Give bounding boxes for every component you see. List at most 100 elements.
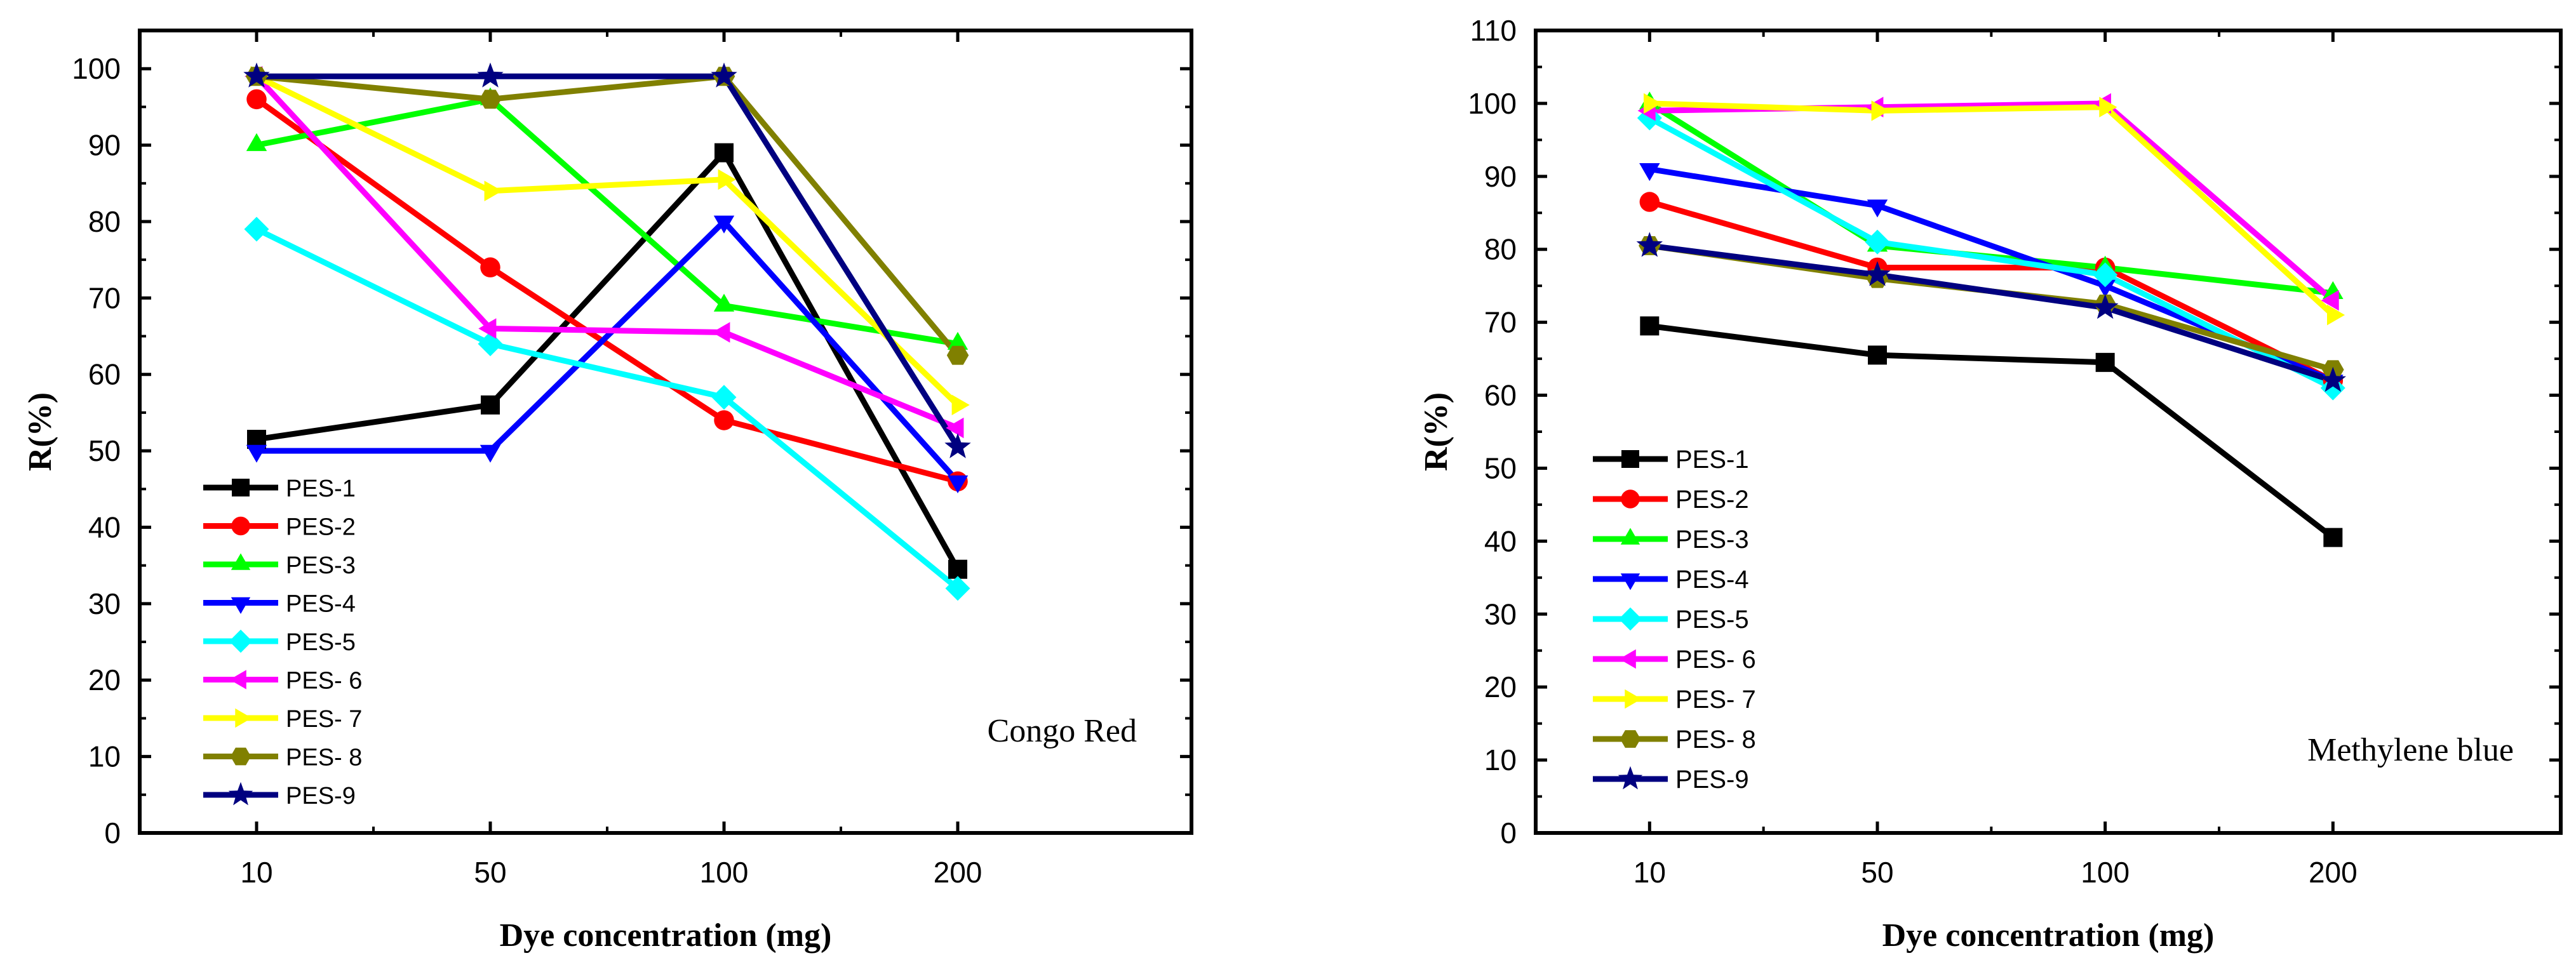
- data-point: [484, 180, 502, 201]
- data-point: [1639, 163, 1660, 182]
- series-line-pes-9: [257, 73, 960, 449]
- y-tick-label: 30: [88, 587, 121, 620]
- x-tick-label: 100: [2081, 856, 2130, 889]
- legend-marker: [1618, 766, 1643, 790]
- y-tick-label: 70: [88, 281, 121, 314]
- data-point: [1640, 316, 1660, 336]
- data-point: [945, 576, 970, 601]
- legend-item: PES-5: [203, 629, 356, 656]
- series-line-pes-1: [1649, 323, 2335, 540]
- legend-marker: [1618, 607, 1642, 631]
- legend-label: PES-9: [286, 783, 356, 809]
- data-point: [1644, 93, 1662, 114]
- legend-marker: [231, 553, 251, 570]
- legend-marker: [1625, 689, 1642, 709]
- data-point: [1636, 232, 1663, 257]
- data-point: [1871, 100, 1889, 121]
- legend-marker: [1621, 450, 1639, 468]
- series-line-pes-8: [1649, 243, 2334, 373]
- legend-item: PES-3: [1593, 526, 1749, 554]
- x-tick-label: 10: [240, 856, 272, 889]
- legend-label: PES- 6: [1675, 646, 1756, 674]
- data-point: [2327, 304, 2345, 326]
- series-line-pes-3: [1647, 101, 2333, 296]
- series-line-pes-2: [255, 96, 959, 484]
- legend-label: PES-1: [1675, 446, 1749, 474]
- legend-marker: [235, 708, 252, 728]
- data-point: [1868, 345, 1887, 365]
- data-point: [480, 257, 500, 277]
- data-point: [246, 89, 267, 110]
- series-line-pes-9: [1649, 243, 2334, 383]
- y-tick-label: 0: [1500, 816, 1517, 849]
- legend: PES-1 PES-2 PES-3 PES-4 PES-5 PES- 6 PES- 7 PES…: [1593, 446, 1756, 794]
- legend-item: PES-2: [1593, 486, 1749, 514]
- y-tick-label: 10: [1484, 743, 1517, 776]
- legend-marker: [231, 516, 250, 536]
- legend-label: PES-2: [1675, 486, 1749, 514]
- data-point: [713, 215, 735, 234]
- series-line-pes-5: [255, 226, 960, 591]
- y-axis: 0 10 20 30 40 50 60 70 80 90 100: [72, 52, 1191, 849]
- legend-item: PES-9: [203, 782, 356, 809]
- legend-label: PES-4: [286, 591, 356, 618]
- x-tick-label: 50: [474, 856, 506, 889]
- data-point: [714, 410, 734, 430]
- y-axis-title: R(%): [22, 392, 58, 471]
- x-axis-title: Dye concentration (mg): [500, 917, 832, 954]
- legend-label: PES-9: [1675, 766, 1749, 794]
- legend-item: PES- 8: [1593, 726, 1756, 754]
- series-line-pes-6: [254, 74, 959, 431]
- y-tick-label: 20: [88, 663, 121, 696]
- legend-label: PES- 8: [1675, 726, 1756, 754]
- data-point: [243, 62, 270, 88]
- y-tick-label: 20: [1484, 670, 1517, 703]
- legend-item: PES-1: [203, 476, 356, 502]
- legend-item: PES- 7: [203, 706, 362, 733]
- y-axis: 0 10 20 30 40 50 60 70 80 90 100 110: [1468, 14, 2561, 849]
- x-axis-title: Dye concentration (mg): [1882, 917, 2215, 954]
- legend-marker: [1620, 730, 1641, 748]
- data-point: [478, 318, 497, 339]
- y-tick-label: 80: [88, 205, 121, 238]
- legend-label: PES-2: [286, 514, 356, 541]
- data-point: [2092, 293, 2119, 319]
- data-point: [244, 216, 269, 242]
- y-tick-label: 60: [88, 358, 121, 391]
- series-line-pes-6: [1649, 100, 2335, 303]
- legend-item: PES- 7: [1593, 686, 1756, 714]
- data-point: [480, 444, 501, 463]
- x-tick-label: 10: [1633, 856, 1666, 889]
- legend-marker: [1621, 489, 1640, 509]
- data-point: [2321, 290, 2339, 311]
- data-point: [711, 62, 737, 88]
- data-point: [714, 143, 734, 163]
- data-point: [948, 559, 967, 579]
- data-point: [2095, 279, 2116, 298]
- x-tick-label: 200: [2309, 856, 2358, 889]
- y-axis-title: R(%): [1418, 392, 1454, 471]
- legend-marker: [230, 747, 252, 766]
- data-point: [478, 331, 503, 357]
- data-point: [713, 293, 735, 312]
- legend-label: PES-5: [286, 629, 356, 656]
- data-point: [2319, 366, 2346, 392]
- x-axis: 10 50 100 200: [240, 30, 982, 889]
- y-tick-label: 60: [1484, 379, 1517, 412]
- y-tick-label: 90: [1484, 160, 1517, 193]
- data-point: [2095, 352, 2115, 372]
- series-line-pes-8: [256, 73, 960, 357]
- data-point: [246, 444, 267, 463]
- data-point: [718, 169, 736, 190]
- y-tick-label: 110: [1470, 14, 1517, 47]
- data-point: [477, 62, 504, 88]
- legend-item: PES-5: [1593, 606, 1749, 634]
- y-tick-label: 30: [1484, 597, 1517, 630]
- data-point: [947, 331, 969, 350]
- data-point: [1867, 199, 1888, 218]
- series-line-pes-3: [256, 96, 958, 347]
- plot-frame: [138, 29, 1193, 835]
- legend-label: PES- 7: [1675, 686, 1756, 714]
- data-point: [2323, 528, 2343, 547]
